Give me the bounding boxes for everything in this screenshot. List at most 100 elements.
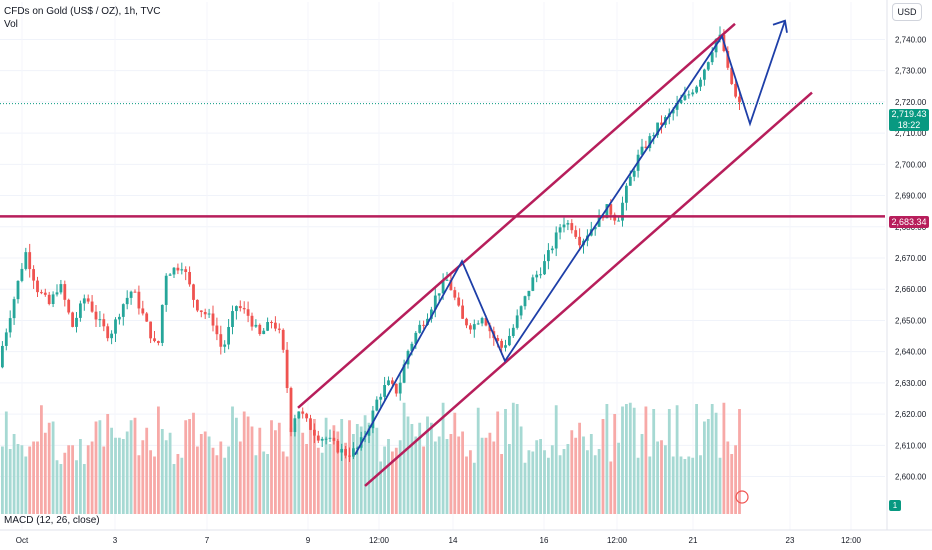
y-tick-label: 2,700.00 <box>895 160 927 169</box>
y-tick-label: 2,690.00 <box>895 192 927 201</box>
volume-bar <box>227 446 230 514</box>
volume-bar <box>270 420 273 514</box>
candle-body <box>348 455 351 457</box>
candle-body <box>660 122 663 125</box>
volume-bar <box>484 437 488 514</box>
volume-bar <box>628 402 632 514</box>
volume-bar <box>344 442 347 514</box>
volume-bar <box>734 445 737 514</box>
volume-bar <box>582 436 585 514</box>
volume-bar <box>422 446 425 514</box>
candle-body <box>480 318 484 324</box>
candle-body <box>270 322 273 324</box>
candle-body <box>149 321 152 339</box>
candle-body <box>176 267 180 271</box>
candle-body <box>527 290 531 297</box>
volume-bar <box>699 455 702 514</box>
candle-body <box>410 343 414 351</box>
volume-bar <box>570 430 574 514</box>
candle-body <box>352 448 355 457</box>
candle-body <box>231 311 234 327</box>
candle-body <box>484 318 488 326</box>
volume-bar <box>504 409 507 514</box>
candle-body <box>500 340 503 348</box>
candle-body <box>242 308 246 310</box>
candle-body <box>67 299 71 313</box>
volume-bar <box>43 432 47 514</box>
volume-bar <box>277 422 281 514</box>
arrow-head <box>772 19 788 33</box>
candle-body <box>86 298 90 302</box>
candle-body <box>188 271 191 285</box>
candle-body <box>137 291 141 309</box>
y-axis: 2,600.00 2,610.00 2,620.00 2,630.00 2,640.00… <box>0 0 932 531</box>
volume-bar <box>660 440 663 514</box>
currency-button[interactable]: USD <box>892 3 922 21</box>
volume-bar <box>543 450 546 514</box>
volume-bar <box>75 460 78 514</box>
y-tick-label: 2,670.00 <box>895 254 927 263</box>
volume-bar <box>118 437 121 514</box>
volume-bar <box>375 427 379 514</box>
volume-bar <box>511 402 515 514</box>
macd-indicator-label[interactable]: MACD (12, 26, close) <box>4 515 100 526</box>
volume-bar <box>114 437 117 514</box>
candle-body <box>703 69 706 80</box>
y-tick-label: 2,720.00 <box>895 98 927 107</box>
candle-body <box>437 293 441 296</box>
candle-body <box>106 326 110 339</box>
candle-body <box>628 176 632 186</box>
volume-bar <box>90 441 94 514</box>
volume-bar <box>355 424 359 514</box>
volume-bar <box>519 426 523 514</box>
volume-bar <box>714 412 718 514</box>
volume-bar <box>199 434 203 514</box>
symbol-title[interactable]: CFDs on Gold (US$ / OZ), 1h, TVC <box>4 6 161 17</box>
candle-body <box>277 328 281 330</box>
candle-body <box>20 268 24 281</box>
candle-body <box>4 332 8 346</box>
candle-body <box>441 280 445 294</box>
candle-body <box>547 250 550 262</box>
candle-body <box>422 324 425 326</box>
candle-body <box>550 248 554 251</box>
volume-bar <box>418 422 422 514</box>
volume-label[interactable]: Vol <box>4 19 18 30</box>
candle-body <box>340 448 344 453</box>
volume-bar <box>164 440 168 514</box>
volume-bar <box>309 429 312 514</box>
candle-body <box>430 309 433 319</box>
volume-bar <box>242 411 246 514</box>
candle-body <box>726 51 730 68</box>
volume-bar <box>597 449 601 514</box>
volume-bar <box>554 405 558 514</box>
candlesticks <box>1 26 741 463</box>
candle-body <box>640 146 644 155</box>
current-price-tag: 2,719.43 18:22 <box>889 109 929 131</box>
y-tick-label: 2,630.00 <box>895 379 927 388</box>
volume-bar <box>320 452 324 514</box>
candle-body <box>558 227 562 233</box>
volume-bar <box>82 464 86 514</box>
candle-body <box>344 448 347 456</box>
volume-bar <box>86 445 90 514</box>
candle-body <box>293 418 297 433</box>
candle-body <box>153 338 156 342</box>
volume-bar <box>301 432 305 514</box>
candle-body <box>457 297 461 306</box>
volume-bar <box>574 437 578 514</box>
candle-body <box>683 95 687 100</box>
volume-bar <box>500 454 503 514</box>
volume-bar <box>246 416 250 514</box>
volume-bar <box>531 451 535 514</box>
candle-body <box>215 325 219 335</box>
volume-bar <box>586 450 589 514</box>
volume-bar <box>297 414 301 514</box>
x-axis: Oct 3 7 9 12:00 14 16 12:00 21 23 12:00 <box>16 536 862 545</box>
candle-body <box>621 202 624 221</box>
candle-body <box>519 306 523 316</box>
candle-body <box>172 267 176 275</box>
volume-bar <box>363 415 367 514</box>
candle-body <box>219 334 223 347</box>
